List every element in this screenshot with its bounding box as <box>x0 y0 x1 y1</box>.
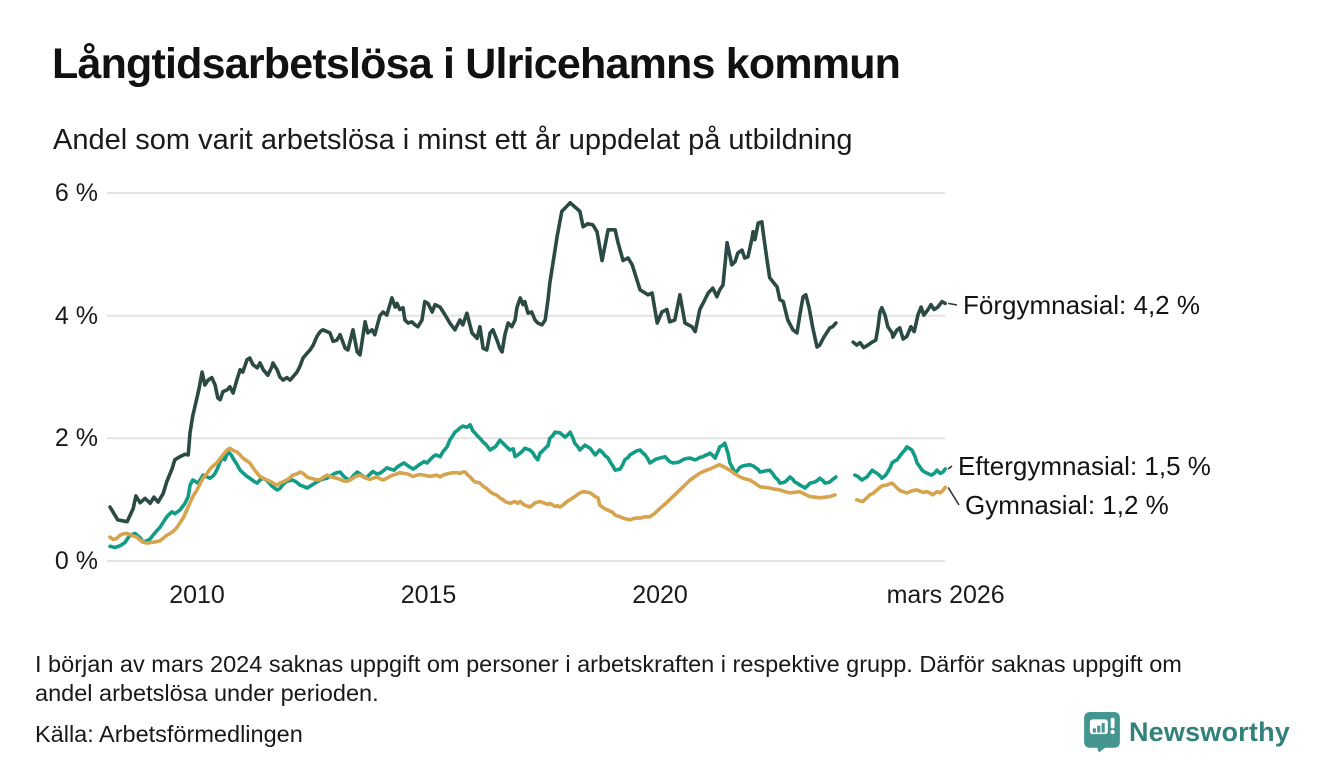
newsworthy-icon <box>1084 712 1120 752</box>
source-note: Källa: Arbetsförmedlingen <box>35 721 303 747</box>
series-label-eftergymnasial: Eftergymnasial: 1,5 % <box>958 451 1211 481</box>
series-line-förgymnasial-seg1 <box>108 201 838 524</box>
label-leader-eftergymnasial <box>947 465 953 470</box>
y-axis-tick-2: 2 % <box>54 424 98 453</box>
series-line-eftergymnasial-seg1 <box>108 423 838 550</box>
chart-subtitle: Andel som varit arbetslösa i minst ett å… <box>53 124 853 156</box>
x-axis-tick-2010: 2010 <box>169 581 225 609</box>
series-line-gymnasial-seg2 <box>855 481 947 504</box>
x-axis-tick-2020: 2020 <box>632 581 688 609</box>
label-leader-gymnasial <box>947 486 960 506</box>
series-label-forgymnasial: Förgymnasial: 4,2 % <box>963 290 1200 320</box>
footnote-line-1: I början av mars 2024 saknas uppgift om … <box>35 651 1182 677</box>
series-line-förgymnasial-seg2 <box>851 299 947 350</box>
footnote-line-2: andel arbetslösa under perioden. <box>35 680 379 706</box>
footnote: I början av mars 2024 saknas uppgift om … <box>35 650 1182 708</box>
x-axis-tick-mars-2026: mars 2026 <box>886 581 1005 609</box>
newsworthy-wordmark: Newsworthy <box>1128 716 1290 747</box>
x-axis-tick-2015: 2015 <box>400 581 457 609</box>
series-line-eftergymnasial-seg2 <box>853 445 947 482</box>
newsworthy-logo[interactable]: Newsworthy <box>1084 712 1290 752</box>
y-axis-tick-4: 4 % <box>54 301 98 330</box>
y-axis-tick-6: 6 % <box>54 179 98 208</box>
series-label-gymnasial: Gymnasial: 1,2 % <box>965 490 1169 520</box>
label-leader-förgymnasial <box>948 302 958 306</box>
series-line-gymnasial-seg1 <box>108 446 837 545</box>
y-axis-tick-0: 0 % <box>54 547 98 575</box>
page-title: Långtidsarbetslösa i Ulricehamns kommun <box>52 40 901 88</box>
